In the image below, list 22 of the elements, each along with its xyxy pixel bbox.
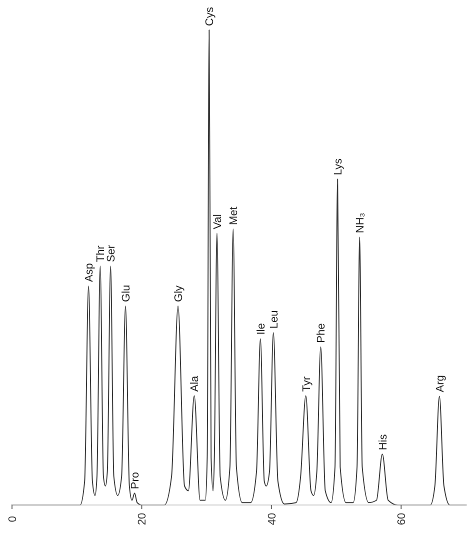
annotation: Tyr [300, 376, 313, 392]
annotation: Lys [332, 158, 345, 176]
annotation: Ser [106, 244, 118, 262]
annotation: Cys [204, 6, 216, 26]
annotation: Thr [95, 245, 108, 262]
annotation: Glu [120, 284, 132, 302]
annotation: NH₃ [354, 212, 367, 234]
x-tick-label: 40 [266, 512, 278, 526]
x-tick-label: 60 [396, 512, 408, 526]
annotation: Pro [130, 472, 142, 490]
annotation: Asp [84, 263, 96, 282]
annotation: Ala [189, 374, 202, 392]
x-tick-label: 0 [7, 516, 19, 522]
annotation: Val [212, 214, 224, 230]
annotation: Leu [268, 310, 280, 329]
x-tick-label: 20 [136, 512, 149, 526]
annotation: Gly [173, 284, 186, 302]
annotation: His [377, 434, 390, 450]
annotation: Met [228, 206, 240, 226]
annotation: Ile [255, 323, 268, 335]
annotation: Phe [316, 323, 328, 343]
annotation: Arg [434, 375, 446, 392]
